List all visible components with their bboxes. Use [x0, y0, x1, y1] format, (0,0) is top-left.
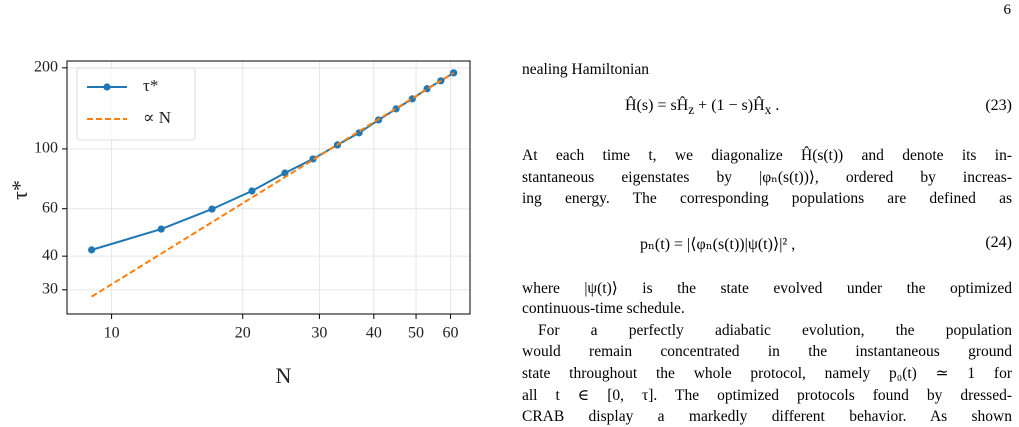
x-tick-label: 10 — [104, 325, 120, 342]
equation: Ĥ(s) = sĤz + (1 − s)Ĥx . — [625, 97, 779, 118]
y-tick-label: 100 — [34, 140, 58, 157]
text-line: nealing Hamiltonian — [522, 61, 649, 78]
data-point — [450, 69, 458, 77]
data-point — [88, 246, 96, 254]
x-axis-label: N — [276, 363, 292, 388]
eq-part: Ĥ(s) = sĤ — [625, 97, 689, 114]
y-tick-label: 30 — [42, 280, 58, 297]
eq-sub: z — [688, 102, 695, 118]
eq-sub: x — [764, 102, 772, 118]
x-tick-label: 50 — [408, 325, 424, 342]
x-tick-label: 20 — [235, 325, 251, 342]
text-line: where |ψ(t)⟩ is the state evolved under … — [522, 280, 1012, 297]
chart: 30 40 60 100 200 10 20 30 40 50 60 Nτ* τ* ∝ N — [7, 58, 471, 388]
text-line: stantaneous eigenstates by |φₙ(s(t))⟩, o… — [522, 169, 1012, 186]
legend-label: ∝ N — [143, 108, 171, 127]
y-tick-label: 200 — [34, 58, 58, 75]
y-tick-label: 40 — [42, 247, 58, 264]
eq-part: + (1 − s)Ĥ — [694, 97, 765, 114]
data-point — [157, 225, 165, 233]
text-line: continuous-time schedule. — [522, 300, 685, 317]
series-line — [91, 71, 455, 298]
x-tick-label: 40 — [366, 325, 382, 342]
equation: pₙ(t) = |⟨φₙ(s(t))|ψ(t)⟩|² , — [640, 236, 796, 253]
text-line: all t ∈ [0, τ]. The optimized protocols … — [522, 387, 1012, 404]
page-number: 6 — [1003, 2, 1012, 18]
plot-frame — [66, 60, 471, 315]
data-point — [281, 169, 289, 177]
x-tick-label: 30 — [311, 325, 327, 342]
text-line: CRAB display a markedly different behavi… — [522, 408, 1012, 425]
data-point — [248, 187, 256, 195]
text-line: At each time t, we diagonalize Ĥ(s(t)) a… — [522, 147, 1012, 164]
x-tick-label: 60 — [443, 325, 459, 342]
text-line: ing energy. The corresponding population… — [522, 190, 1012, 207]
equation-number: (23) — [985, 97, 1012, 114]
text-line: For a perfectly adiabatic evolution, the… — [538, 322, 1012, 339]
legend-label: τ* — [143, 76, 158, 95]
eq-part: . — [771, 97, 780, 114]
text-line: would remain concentrated in the instant… — [522, 343, 1012, 360]
y-tick-label: 60 — [42, 199, 58, 216]
text-line: state throughout the whole protocol, nam… — [522, 365, 1012, 382]
y-axis-label: τ* — [7, 180, 32, 200]
legend-frame — [76, 67, 196, 141]
data-point — [208, 205, 216, 213]
legend-marker — [103, 83, 111, 91]
data-point — [309, 155, 317, 163]
equation-number: (24) — [985, 234, 1012, 251]
